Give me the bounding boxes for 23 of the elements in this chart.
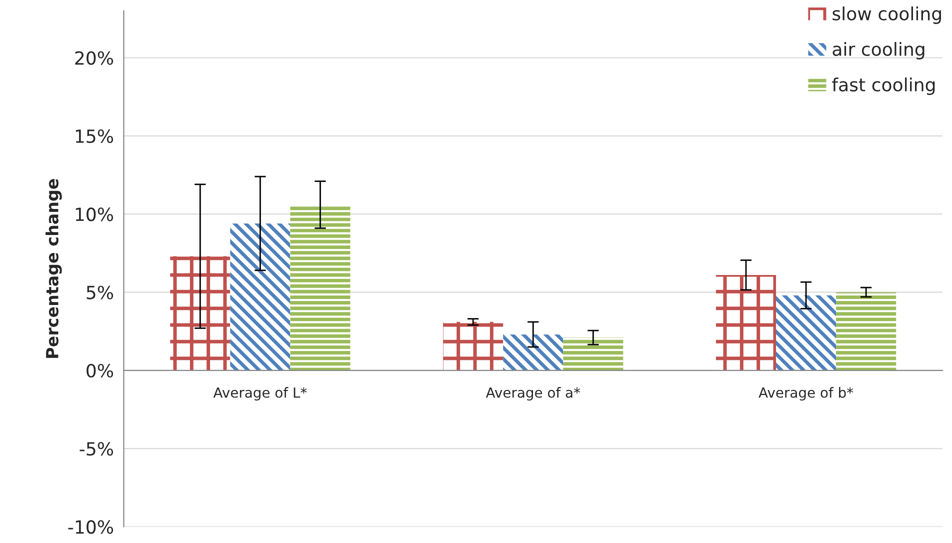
legend-label: air cooling (832, 42, 924, 60)
bar (563, 338, 624, 370)
legend-label: slow cooling (832, 6, 941, 24)
x-tick-label: Average of b* (758, 387, 854, 400)
bar (503, 334, 564, 370)
bar (230, 223, 290, 370)
bar (290, 204, 350, 370)
bar (443, 322, 504, 370)
legend-label: fast cooling (832, 78, 935, 96)
y-tick-label: -5% (80, 442, 114, 456)
y-tick-label: 15% (76, 129, 114, 144)
bar (776, 295, 836, 370)
y-tick-label: 0% (86, 364, 114, 378)
bar (170, 256, 230, 370)
x-tick-label: Average of a* (486, 387, 580, 400)
y-axis-title: Percentage change (46, 179, 62, 358)
y-tick-label: 5% (86, 286, 114, 300)
y-tick-label: 20% (75, 51, 114, 65)
y-tick-label: 10% (76, 208, 114, 222)
bar (836, 292, 896, 370)
y-tick-label: -10% (68, 520, 114, 534)
x-tick-label: Average of L* (213, 387, 307, 400)
bar (716, 275, 776, 370)
